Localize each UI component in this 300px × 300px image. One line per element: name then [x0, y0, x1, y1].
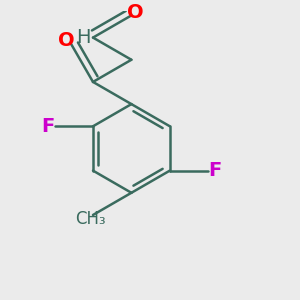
Text: F: F	[208, 161, 221, 180]
Text: F: F	[41, 117, 55, 136]
Text: H: H	[76, 28, 90, 47]
Text: O: O	[58, 31, 75, 50]
Text: CH₃: CH₃	[75, 210, 106, 228]
Text: O: O	[128, 3, 144, 22]
